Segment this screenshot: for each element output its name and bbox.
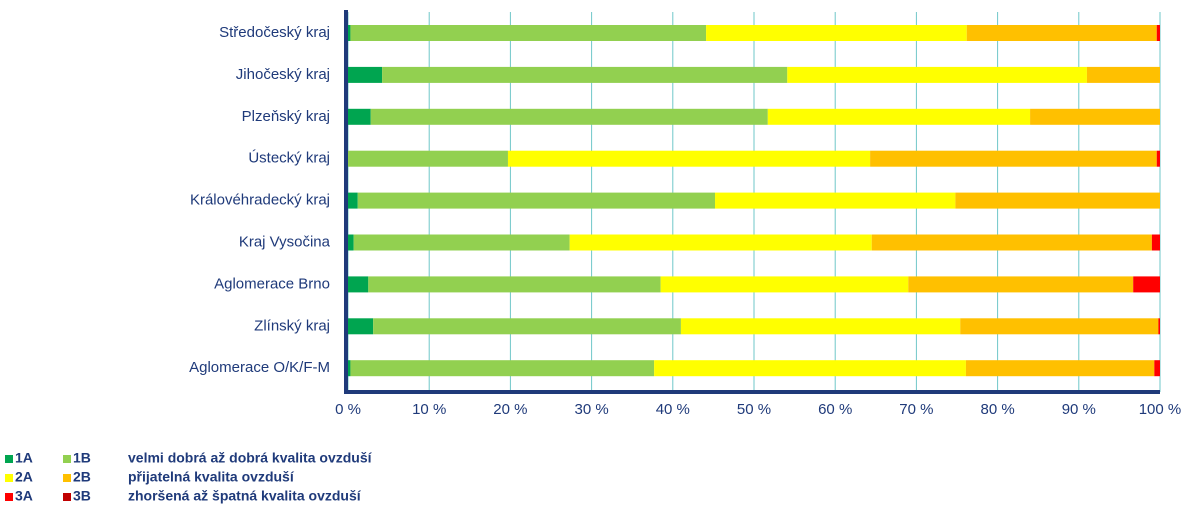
bar-segment xyxy=(348,360,351,377)
x-tick-label: 70 % xyxy=(899,401,933,418)
x-tick-label: 90 % xyxy=(1062,401,1096,418)
bar-segment xyxy=(348,276,369,293)
bar-segment xyxy=(350,25,707,41)
bar-segment xyxy=(870,150,1157,167)
bar-segment xyxy=(348,66,383,83)
legend-label: 3A xyxy=(15,488,33,504)
bar-segment xyxy=(1030,108,1160,125)
bar-segment xyxy=(960,318,1159,335)
x-tick-label: 80 % xyxy=(980,401,1014,418)
x-tick-label: 60 % xyxy=(818,401,852,418)
legend-swatch xyxy=(5,474,13,482)
bar-segment xyxy=(767,108,1031,125)
y-tick-label: Aglomerace Brno xyxy=(214,275,330,292)
bar-segment xyxy=(1133,276,1160,293)
bar-segment xyxy=(706,25,967,41)
y-tick-label: Jihočeský kraj xyxy=(236,66,330,83)
bar-segment xyxy=(787,66,1087,83)
bar-segment xyxy=(353,234,570,251)
y-tick-label: Kraj Vysočina xyxy=(239,233,331,250)
bar-segment xyxy=(348,192,358,209)
legend-note: zhoršená až špatná kvalita ovzduší xyxy=(128,488,362,504)
bar-segment xyxy=(1154,360,1160,377)
legend-label: 2A xyxy=(15,469,33,485)
bar-segment xyxy=(908,276,1134,293)
x-tick-label: 100 % xyxy=(1139,401,1182,418)
y-tick-label: Zlínský kraj xyxy=(254,317,330,334)
bar-segment xyxy=(382,66,788,83)
bar-segment xyxy=(1151,234,1160,251)
y-tick-label: Plzeňský kraj xyxy=(242,108,330,125)
bar-segment xyxy=(569,234,872,251)
bar-segment xyxy=(348,25,351,41)
bar-segment xyxy=(350,360,655,377)
legend-swatch xyxy=(63,455,71,463)
bar-segment xyxy=(348,234,354,251)
legend-swatch xyxy=(5,493,13,501)
legend-label: 1A xyxy=(15,450,33,466)
x-tick-label: 50 % xyxy=(737,401,771,418)
bar-segment xyxy=(373,318,681,335)
bar-segment xyxy=(715,192,956,209)
bar-segment xyxy=(680,318,961,335)
x-tick-label: 30 % xyxy=(574,401,608,418)
bar-segment xyxy=(1086,66,1160,83)
x-tick-label: 0 % xyxy=(335,401,361,418)
x-tick-label: 20 % xyxy=(493,401,527,418)
legend-label: 1B xyxy=(73,450,91,466)
bar-segment xyxy=(654,360,966,377)
bar-segment xyxy=(348,150,508,167)
x-tick-label: 10 % xyxy=(412,401,446,418)
legend-swatch xyxy=(5,455,13,463)
bar-segment xyxy=(348,318,374,335)
bar-segment xyxy=(660,276,909,293)
legend-swatch xyxy=(63,493,71,501)
bar-segment xyxy=(368,276,661,293)
legend-label: 3B xyxy=(73,488,91,504)
bar-segment xyxy=(1158,318,1160,335)
bar-segment xyxy=(871,234,1152,251)
bar-segment xyxy=(357,192,716,209)
bar-segment xyxy=(507,150,871,167)
legend-swatch xyxy=(63,474,71,482)
bar-segment xyxy=(955,192,1160,209)
bar-segment xyxy=(1156,25,1160,41)
y-tick-label: Aglomerace O/K/F-M xyxy=(189,359,330,376)
bar-segment xyxy=(370,108,768,125)
legend-note: velmi dobrá až dobrá kvalita ovzduší xyxy=(128,450,373,466)
y-tick-label: Ústecký kraj xyxy=(248,150,330,167)
legend-label: 2B xyxy=(73,469,91,485)
bar-segment xyxy=(965,360,1155,377)
bar-segment xyxy=(1156,150,1160,167)
y-tick-label: Středočeský kraj xyxy=(219,24,330,41)
bar-segment xyxy=(348,108,371,125)
legend-note: přijatelná kvalita ovzduší xyxy=(128,469,295,485)
y-tick-label: Královéhradecký kraj xyxy=(190,192,330,209)
bar-segment xyxy=(966,25,1157,41)
x-tick-label: 40 % xyxy=(656,401,690,418)
